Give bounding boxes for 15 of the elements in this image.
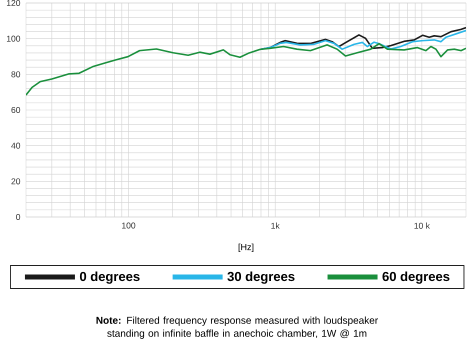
y-tick-label: 0	[16, 214, 20, 220]
text: Note: Filtered frequency response measured with loudspeaker standing on infinite baffle in anechoic chamber, 1W @ 1m	[96, 316, 378, 339]
y-tick-label: 20	[11, 178, 20, 184]
x-tick-label: 10 k	[414, 222, 430, 229]
y-tick-label: 80	[11, 71, 20, 78]
legend-label: 0 degrees	[80, 272, 140, 284]
legend-label: 60 degrees	[382, 272, 450, 284]
y-tick-label: 40	[11, 142, 20, 149]
legend-label: 30 degrees	[227, 272, 295, 284]
x-tick-label: 1k	[271, 222, 280, 229]
x-axis-title: [Hz]	[238, 244, 254, 252]
x-tick-label: 100	[122, 222, 136, 229]
y-tick-label: 100	[6, 36, 20, 42]
y-tick-label: 120	[6, 0, 20, 6]
y-tick-label: 60	[11, 106, 20, 114]
